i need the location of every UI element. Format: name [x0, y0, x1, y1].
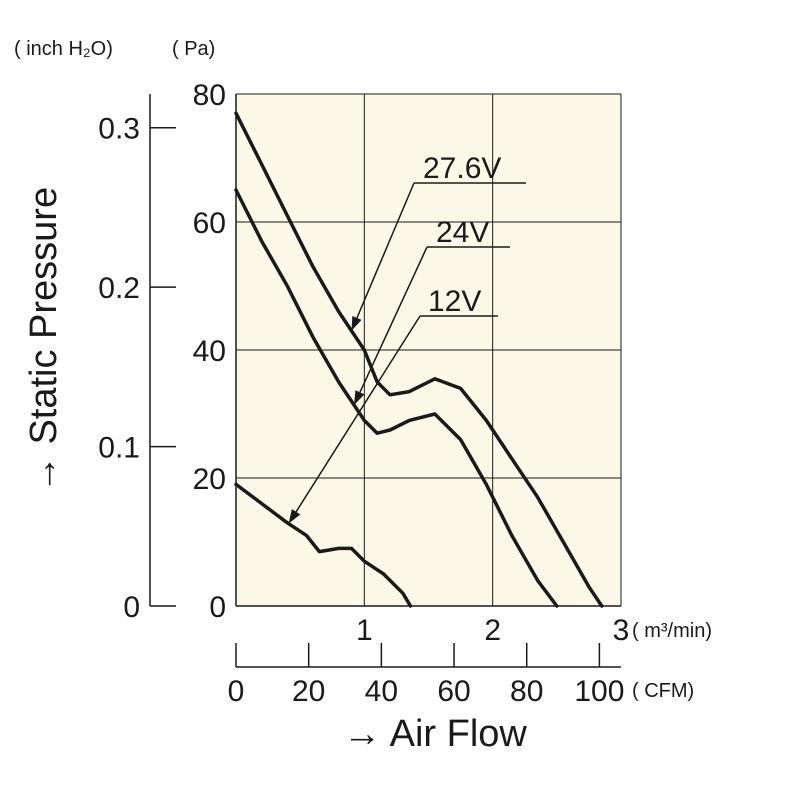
- callout-arrowhead-12v: [288, 509, 301, 524]
- callout-leader-27-6v: [356, 182, 415, 319]
- y-tick-label: 40: [193, 335, 226, 368]
- cfm-tick-label: 60: [437, 675, 470, 708]
- series-lines: [234, 111, 604, 608]
- y-unit-primary: ( Pa): [172, 38, 215, 60]
- inch-tick-label: 0: [123, 591, 140, 624]
- cfm-tick-label: 0: [228, 675, 245, 708]
- x-axis-ticks: 1 2 3: [356, 614, 629, 647]
- x-tick-label: 2: [484, 614, 501, 647]
- y-tick-label: 80: [193, 79, 226, 112]
- y-tick-label: 0: [209, 591, 226, 624]
- series-line-12v: [234, 482, 413, 608]
- series-label-27-6v: 27.6V: [423, 152, 501, 185]
- cfm-tick-label: 100: [574, 675, 624, 708]
- cfm-tick-label: 40: [365, 675, 398, 708]
- y-axis-ticks: 0 20 40 60 80: [193, 79, 226, 624]
- y-unit-secondary: ( inch H₂O): [14, 38, 113, 60]
- series-line-24v: [234, 188, 559, 608]
- callout-arrowhead-24v: [354, 390, 365, 406]
- inch-axis-ticks: 0 0.1 0.2 0.3: [98, 113, 176, 624]
- y-axis-title: → Static Pressure: [23, 187, 65, 493]
- series-callouts: 27.6V 24V 12V: [288, 152, 526, 524]
- y-tick-label: 60: [193, 207, 226, 240]
- callout-leader-12v: [295, 315, 421, 513]
- series-label-12v: 12V: [428, 285, 481, 318]
- series-label-24v: 24V: [436, 216, 489, 249]
- x-unit-secondary: ( CFM): [632, 680, 694, 702]
- x-unit-primary: ( m³/min): [632, 620, 712, 642]
- y-tick-label: 20: [193, 463, 226, 496]
- cfm-tick-label: 20: [292, 675, 325, 708]
- callout-arrowhead-27-6v: [351, 315, 362, 331]
- series-line-27-6v: [234, 111, 604, 608]
- cfm-axis-ticks: 0 20 40 60 80 100: [228, 643, 624, 708]
- inch-tick-label: 0.3: [98, 113, 140, 146]
- cfm-tick-label: 80: [510, 675, 543, 708]
- x-tick-label: 1: [356, 614, 373, 647]
- x-axis-title: → Air Flow: [343, 713, 527, 755]
- inch-tick-label: 0.2: [98, 272, 140, 305]
- inch-tick-label: 0.1: [98, 432, 140, 465]
- x-tick-label: 3: [613, 614, 630, 647]
- callout-leader-24v: [359, 246, 428, 393]
